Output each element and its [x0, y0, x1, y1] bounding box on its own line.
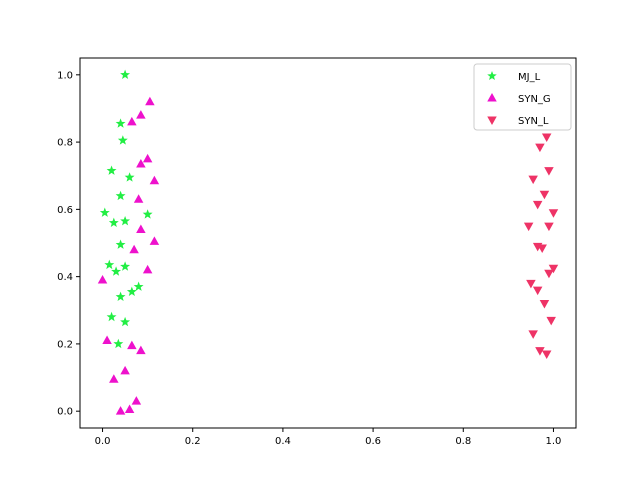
- data-point: [113, 338, 124, 349]
- data-point: [120, 69, 131, 80]
- data-point: [133, 281, 144, 291]
- data-point: [548, 264, 559, 274]
- data-point: [124, 404, 135, 413]
- data-point: [127, 116, 137, 126]
- y-tick-label: 0.2: [57, 339, 73, 350]
- data-point: [102, 335, 112, 345]
- data-point: [535, 347, 545, 356]
- data-point: [129, 244, 139, 254]
- data-point: [142, 264, 153, 274]
- data-point: [136, 158, 146, 168]
- data-point: [136, 110, 146, 119]
- data-point: [526, 279, 536, 289]
- data-point: [99, 207, 110, 217]
- legend-marker: [487, 71, 497, 81]
- data-point: [120, 365, 130, 375]
- data-point: [108, 217, 119, 228]
- x-tick-label: 0.0: [95, 436, 111, 447]
- legend: MJ_L SYN_G SYN_L: [473, 63, 572, 131]
- data-points: [97, 69, 559, 415]
- data-point: [97, 275, 108, 284]
- legend-marker: [487, 93, 497, 102]
- data-point: [131, 396, 142, 405]
- data-point: [541, 350, 552, 359]
- y-tick-label: 0.8: [57, 138, 73, 149]
- data-point: [548, 209, 559, 218]
- data-point: [149, 236, 160, 245]
- data-point: [539, 190, 550, 200]
- data-point: [142, 153, 153, 163]
- data-point: [539, 300, 550, 309]
- data-point: [117, 135, 128, 145]
- data-point: [115, 118, 126, 128]
- x-axis: 0.0 0.2 0.4 0.6 0.8 1.0: [95, 428, 562, 447]
- data-point: [124, 172, 135, 182]
- data-point: [532, 286, 543, 296]
- x-tick-label: 0.4: [275, 436, 291, 447]
- data-point: [115, 239, 126, 249]
- legend-label: SYN_L: [518, 116, 549, 127]
- data-point: [115, 190, 126, 201]
- data-point: [544, 167, 554, 176]
- legend-box: [473, 63, 572, 131]
- x-tick-label: 0.8: [455, 436, 471, 447]
- y-axis: 0.0 0.2 0.4 0.6 0.8 1.0: [57, 70, 80, 418]
- data-point: [523, 222, 534, 232]
- data-point: [115, 406, 126, 415]
- legend-label: MJ_L: [518, 72, 541, 83]
- data-point: [145, 96, 155, 106]
- data-point: [136, 224, 146, 234]
- data-point: [544, 269, 554, 279]
- data-point: [537, 244, 547, 254]
- data-point: [528, 330, 538, 339]
- data-point: [532, 200, 543, 210]
- data-point: [127, 340, 137, 350]
- legend-label: SYN_G: [518, 94, 551, 105]
- plot-frame: [79, 57, 577, 429]
- data-point: [104, 259, 115, 270]
- data-point: [126, 286, 137, 296]
- x-tick-label: 0.2: [185, 436, 201, 447]
- data-point: [115, 291, 126, 302]
- y-tick-label: 1.0: [57, 70, 73, 81]
- data-point: [120, 261, 131, 271]
- legend-marker: [487, 116, 497, 125]
- data-point: [109, 374, 119, 383]
- data-point: [149, 175, 160, 185]
- data-point: [546, 316, 556, 326]
- data-point: [120, 215, 131, 226]
- data-point: [136, 345, 146, 355]
- data-point: [120, 316, 131, 327]
- data-point: [544, 222, 554, 232]
- data-point: [142, 209, 153, 219]
- x-tick-label: 1.0: [546, 436, 562, 447]
- data-point: [133, 194, 144, 203]
- y-tick-label: 0.4: [57, 272, 73, 283]
- data-point: [528, 175, 538, 185]
- data-point: [106, 311, 117, 322]
- data-point: [541, 133, 552, 143]
- x-tick-label: 0.6: [365, 436, 381, 447]
- y-tick-label: 0.0: [57, 407, 73, 418]
- data-point: [106, 165, 117, 175]
- data-point: [535, 143, 545, 153]
- y-tick-label: 0.6: [57, 205, 73, 216]
- data-point: [111, 266, 122, 276]
